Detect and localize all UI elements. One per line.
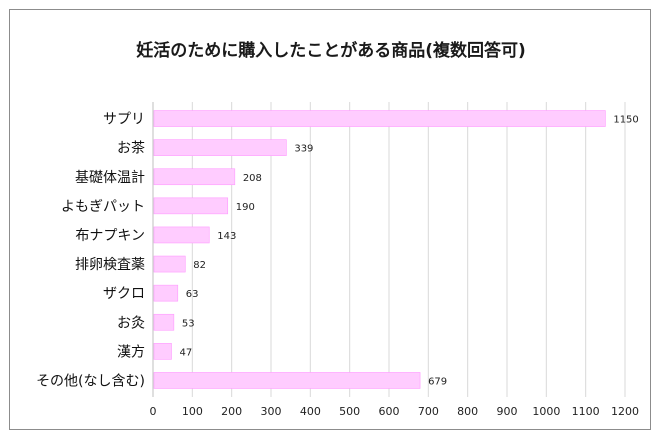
x-tick-label: 800 <box>457 405 478 418</box>
x-tick-label: 1000 <box>532 405 560 418</box>
category-label: 布ナプキン <box>75 228 145 244</box>
category-label: その他(なし含む) <box>36 373 145 389</box>
category-label: 基礎体温計 <box>75 169 145 186</box>
category-label: 漢方 <box>117 344 145 360</box>
chart-frame <box>9 9 651 430</box>
x-tick-label: 0 <box>150 405 157 418</box>
x-tick-label: 500 <box>339 405 360 418</box>
data-label: 82 <box>193 260 206 271</box>
data-label: 1150 <box>613 115 638 126</box>
data-label: 208 <box>243 173 262 184</box>
category-label: サプリ <box>103 112 145 128</box>
data-label: 143 <box>217 231 236 242</box>
bar <box>153 343 172 360</box>
x-tick-label: 600 <box>379 405 400 418</box>
x-tick-label: 1100 <box>572 405 600 418</box>
category-label: 排卵検査薬 <box>75 257 145 273</box>
bar <box>153 284 179 302</box>
bar <box>153 139 287 156</box>
x-tick-label: 200 <box>221 405 242 418</box>
data-label: 190 <box>236 202 255 213</box>
data-label: 53 <box>182 318 195 329</box>
x-tick-label: 700 <box>418 405 439 418</box>
data-label: 339 <box>294 144 313 155</box>
bar <box>153 168 236 186</box>
bar <box>153 255 186 273</box>
x-tick-label: 400 <box>300 405 321 418</box>
category-label: お灸 <box>117 315 145 331</box>
data-label: 63 <box>186 289 199 300</box>
x-tick-label: 900 <box>497 405 518 418</box>
x-tick-label: 100 <box>182 405 203 418</box>
bar <box>153 226 210 244</box>
bar <box>153 313 175 331</box>
chart-title: 妊活のために購入したことがある商品(複数回答可) <box>136 41 526 61</box>
x-tick-label: 1200 <box>611 405 639 418</box>
data-label: 47 <box>179 347 192 358</box>
bar <box>153 110 606 127</box>
bar <box>153 197 229 215</box>
category-label: ザクロ <box>103 286 145 302</box>
category-label: よもぎパット <box>61 199 145 215</box>
bar <box>153 372 421 389</box>
category-label: お茶 <box>117 141 145 157</box>
data-label: 679 <box>428 376 447 387</box>
x-tick-label: 300 <box>261 405 282 418</box>
